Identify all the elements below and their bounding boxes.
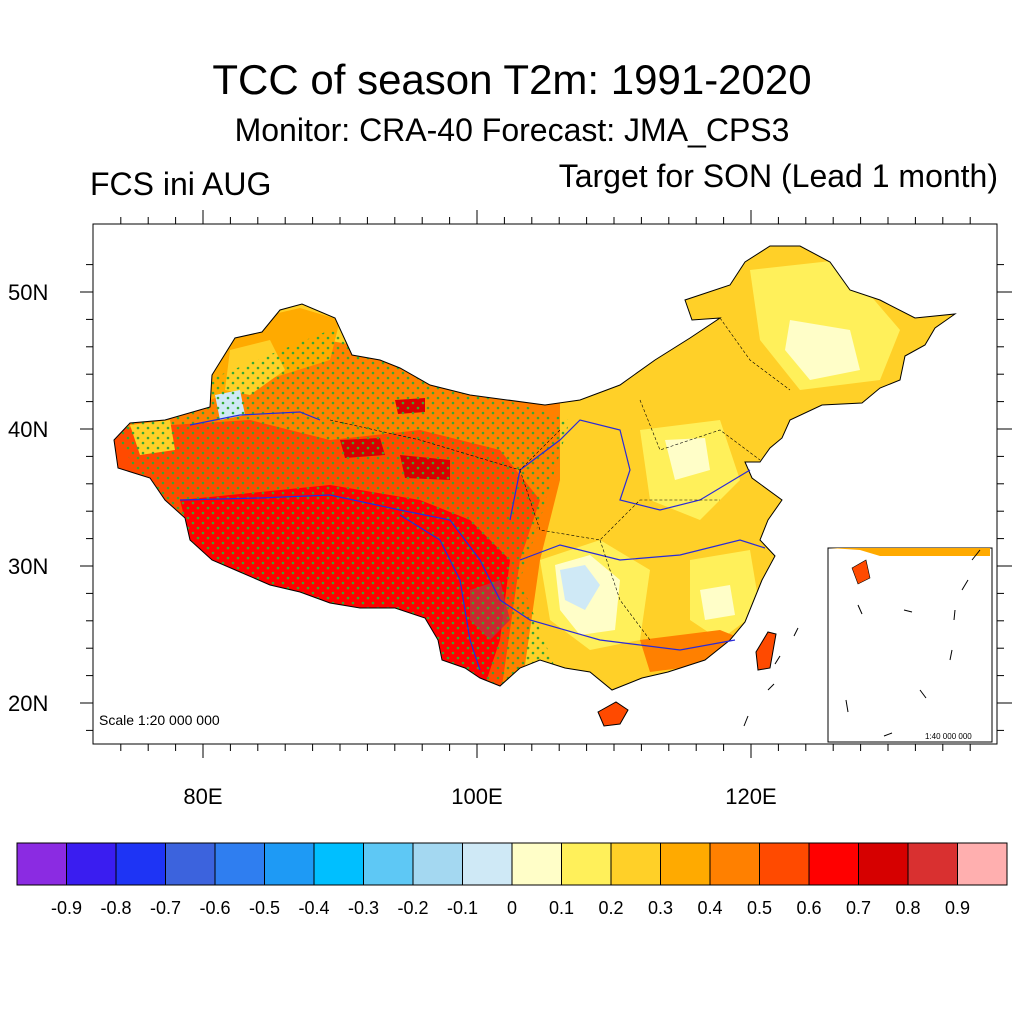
colorbar-label: -0.5 <box>249 898 280 918</box>
hainan-island <box>597 701 629 727</box>
colorbar-swatch <box>957 842 1008 886</box>
colorbar-label: 0.2 <box>598 898 623 918</box>
colorbar-label: -0.6 <box>199 898 230 918</box>
colorbar-label: 0.4 <box>697 898 722 918</box>
axis-ticks <box>80 210 1012 758</box>
colorbar-label: -0.1 <box>447 898 478 918</box>
colorbar-label: 0.6 <box>796 898 821 918</box>
colorbar-labels: -0.9 -0.8 -0.7 -0.6 -0.5 -0.4 -0.3 -0.2 -0.1 0 0.1… <box>51 898 970 918</box>
init-label: FCS ini AUG <box>90 166 272 202</box>
rivers <box>179 411 766 671</box>
map-subtitle: Monitor: CRA-40 Forecast: JMA_CPS3 <box>234 112 790 148</box>
lat-label: 50N <box>8 280 48 305</box>
colorbar-swatch <box>16 842 67 886</box>
colorbar-swatch <box>759 842 810 886</box>
inset-map: 1:40 000 000 <box>827 547 993 743</box>
colorbar-swatch <box>165 842 216 886</box>
province-borders <box>329 317 791 641</box>
colorbar-swatch <box>858 842 909 886</box>
colorbar-label: -0.4 <box>298 898 329 918</box>
lat-label: 40N <box>8 417 48 442</box>
target-label: Target for SON (Lead 1 month) <box>558 158 998 194</box>
colorbar-swatch <box>462 842 513 886</box>
colorbar-swatch <box>709 842 760 886</box>
lat-labels: 50N 40N 30N 20N <box>8 280 48 716</box>
colorbar-label: -0.8 <box>100 898 131 918</box>
colorbar-swatch <box>511 842 562 886</box>
colorbar-label: 0.3 <box>648 898 673 918</box>
colorbar-swatch <box>907 842 958 886</box>
colorbar-label: -0.2 <box>397 898 428 918</box>
colorbar-swatch <box>610 842 661 886</box>
colorbar-swatch <box>214 842 265 886</box>
lon-label: 80E <box>183 784 222 809</box>
colorbar-swatch <box>660 842 711 886</box>
colorbar-swatch <box>363 842 414 886</box>
lat-label: 30N <box>8 554 48 579</box>
colorbar-swatch <box>412 842 463 886</box>
colorbar-label: -0.7 <box>150 898 181 918</box>
scale-label: Scale 1:20 000 000 <box>99 712 220 728</box>
colorbar-label: -0.3 <box>348 898 379 918</box>
inset-scale-label: 1:40 000 000 <box>925 732 972 741</box>
colorbar-label: 0.9 <box>945 898 970 918</box>
colorbar-label: 0 <box>507 898 517 918</box>
colorbar-label: 0.8 <box>895 898 920 918</box>
colorbar-swatch <box>66 842 117 886</box>
lat-label: 20N <box>8 691 48 716</box>
colorbar-swatch <box>561 842 612 886</box>
colorbar-label: 0.7 <box>846 898 871 918</box>
taiwan-island <box>755 631 777 671</box>
lon-label: 100E <box>451 784 502 809</box>
colorbar-swatch <box>264 842 315 886</box>
lon-labels: 80E 100E 120E <box>183 784 776 809</box>
map-title: TCC of season T2m: 1991-2020 <box>212 56 812 103</box>
colorbar-label: -0.9 <box>51 898 82 918</box>
colorbar-label: 0.5 <box>747 898 772 918</box>
lon-label: 120E <box>725 784 776 809</box>
colorbar-swatch <box>115 842 166 886</box>
colorbar-swatch <box>313 842 364 886</box>
colorbar-swatch <box>808 842 859 886</box>
colorbar <box>16 842 1008 886</box>
colorbar-label: 0.1 <box>549 898 574 918</box>
